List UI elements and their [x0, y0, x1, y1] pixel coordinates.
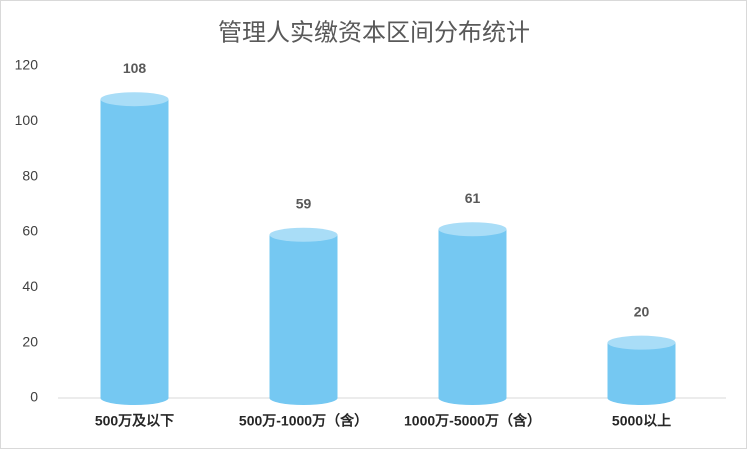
y-tick-label: 60 [22, 223, 38, 239]
data-label: 20 [634, 303, 650, 319]
bar [607, 342, 676, 398]
x-tick-label: 5000以上 [612, 413, 671, 429]
bar [100, 99, 169, 398]
y-tick-label: 40 [22, 278, 38, 294]
bar-top [100, 92, 169, 107]
bar-top [269, 227, 338, 242]
y-tick-label: 0 [30, 389, 38, 405]
bar [438, 229, 507, 398]
bar [269, 234, 338, 398]
bar-top [438, 222, 507, 237]
data-label: 59 [296, 195, 312, 211]
y-tick-label: 120 [15, 57, 39, 73]
y-tick-label: 20 [22, 333, 38, 349]
bar-top [607, 335, 676, 350]
x-tick-label: 500万-1000万（含） [239, 413, 368, 429]
y-tick-label: 80 [22, 167, 38, 183]
data-label: 108 [123, 60, 147, 76]
y-tick-label: 100 [15, 112, 39, 128]
x-tick-label: 500万及以下 [95, 413, 174, 429]
data-label: 61 [465, 190, 481, 206]
x-tick-label: 1000万-5000万（含） [404, 413, 541, 429]
chart-title: 管理人实缴资本区间分布统计 [218, 19, 530, 46]
